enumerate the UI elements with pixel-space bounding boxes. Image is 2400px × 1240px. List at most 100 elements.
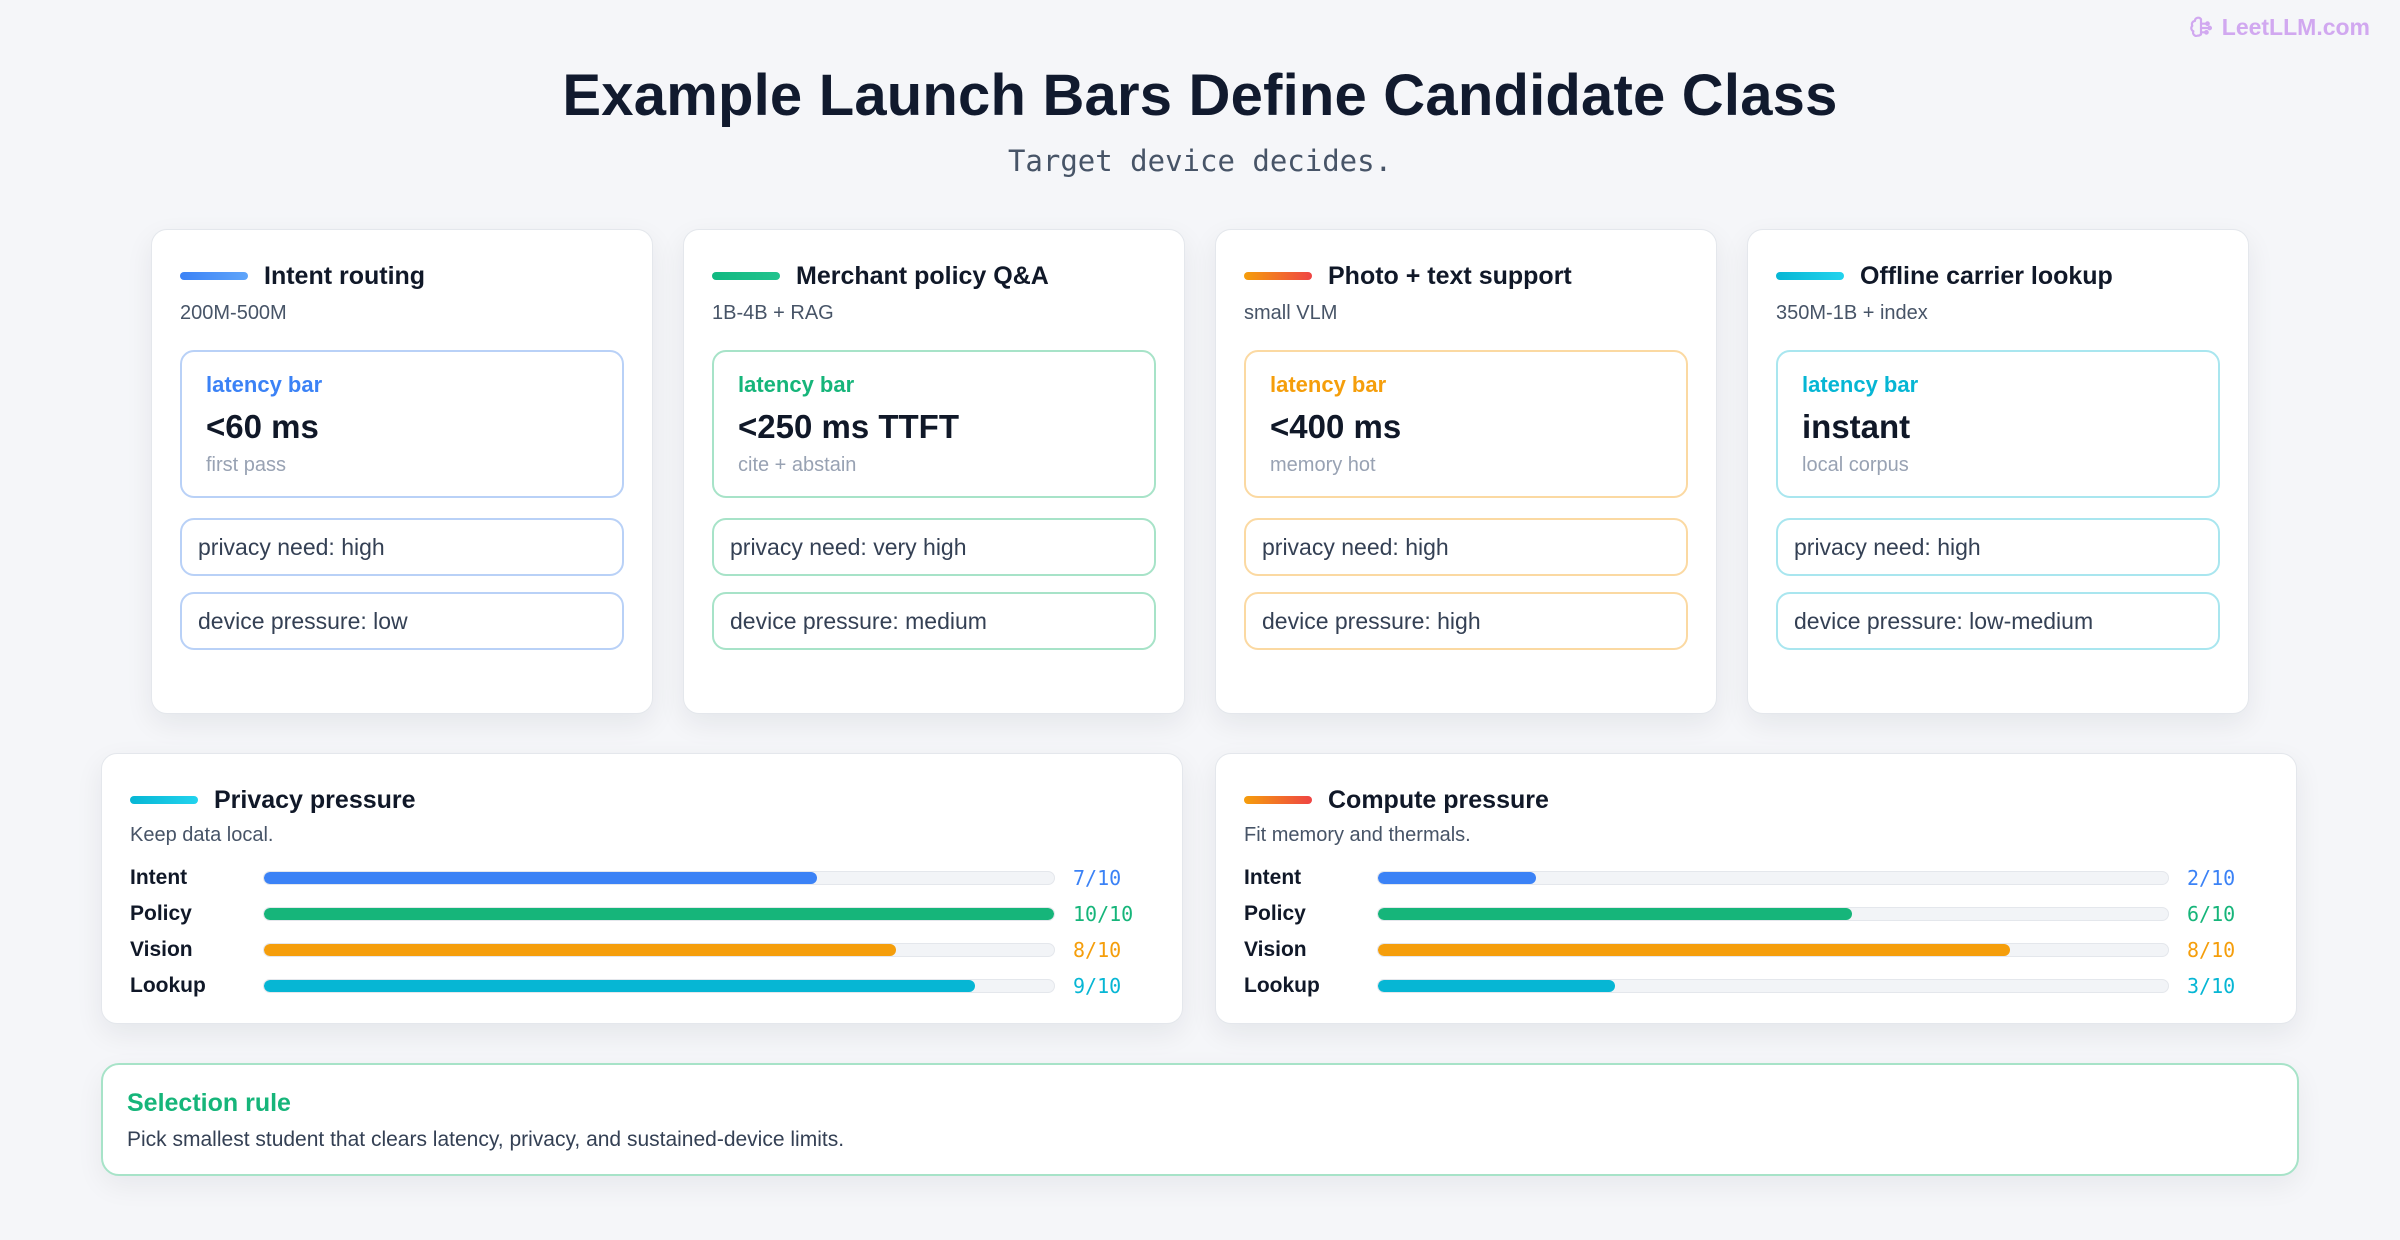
- latency-label: latency bar: [738, 372, 855, 397]
- accent-bar: [180, 272, 248, 280]
- bar-list: Intent 7/10 Policy 10/10 Vision 8/10 Loo…: [130, 860, 1154, 1004]
- device-pressure-pill: device pressure: low: [180, 592, 624, 650]
- bar-track: [1377, 907, 2169, 921]
- panel-header: Compute pressure: [1244, 784, 2268, 816]
- panel-title: Compute pressure: [1328, 785, 1549, 814]
- card-header: Merchant policy Q&A: [712, 260, 1156, 292]
- bar-value: 6/10: [2187, 902, 2236, 926]
- card-title: Intent routing: [264, 261, 426, 290]
- bar-row-policy: Policy 10/10: [130, 896, 1154, 932]
- card-title: Merchant policy Q&A: [796, 261, 1049, 290]
- bar-label: Vision: [130, 938, 193, 961]
- bar-fill: [264, 980, 975, 992]
- bar-value: 7/10: [1073, 866, 1122, 890]
- bar-value: 9/10: [1073, 974, 1122, 998]
- latency-note: memory hot: [1270, 454, 1376, 476]
- model-size: 200M-500M: [180, 302, 287, 324]
- brain-icon: [2190, 16, 2212, 37]
- latency-note: first pass: [206, 454, 287, 476]
- compute-pressure-panel: Compute pressure Fit memory and thermals…: [1215, 753, 2297, 1024]
- bar-value: 3/10: [2187, 974, 2236, 998]
- latency-value: <250 ms TTFT: [738, 408, 959, 445]
- privacy-need-pill: privacy need: high: [1776, 518, 2220, 576]
- bar-row-intent: Intent 7/10: [130, 860, 1154, 896]
- bar-row-policy: Policy 6/10: [1244, 896, 2268, 932]
- latency-label: latency bar: [1802, 372, 1919, 397]
- privacy-pressure-panel: Privacy pressure Keep data local. Intent…: [101, 753, 1183, 1024]
- card-header: Intent routing: [180, 260, 624, 292]
- latency-value: <400 ms: [1270, 408, 1402, 445]
- bar-fill: [264, 908, 1054, 920]
- model-size: 1B-4B + RAG: [712, 302, 834, 324]
- panel-title: Privacy pressure: [214, 785, 416, 814]
- bar-label: Vision: [1244, 938, 1307, 961]
- bar-label: Lookup: [1244, 974, 1320, 997]
- latency-label: latency bar: [1270, 372, 1387, 397]
- latency-box: latency bar <400 ms memory hot: [1244, 350, 1688, 498]
- bar-track: [1377, 979, 2169, 993]
- device-pressure-pill: device pressure: low-medium: [1776, 592, 2220, 650]
- bar-track: [263, 907, 1055, 921]
- bar-track: [1377, 871, 2169, 885]
- model-size: small VLM: [1244, 302, 1338, 324]
- bar-label: Policy: [1244, 902, 1306, 925]
- card-header: Photo + text support: [1244, 260, 1688, 292]
- scenario-card-merchant-policy: Merchant policy Q&A 1B-4B + RAG latency …: [683, 229, 1185, 714]
- latency-box: latency bar instant local corpus: [1776, 350, 2220, 498]
- bar-value: 8/10: [1073, 938, 1122, 962]
- accent-bar: [1776, 272, 1844, 280]
- bar-row-intent: Intent 2/10: [1244, 860, 2268, 896]
- scenario-card-photo-text-support: Photo + text support small VLM latency b…: [1215, 229, 1717, 714]
- bar-track: [263, 979, 1055, 993]
- card-title: Photo + text support: [1328, 261, 1572, 290]
- bar-fill: [1378, 944, 2010, 956]
- latency-note: local corpus: [1802, 454, 1909, 476]
- page-subtitle: Target device decides.: [1007, 144, 1393, 178]
- bar-row-vision: Vision 8/10: [1244, 932, 2268, 968]
- latency-box: latency bar <60 ms first pass: [180, 350, 624, 498]
- selection-rule-box: Selection rule Pick smallest student tha…: [101, 1063, 2299, 1176]
- panel-subtitle: Fit memory and thermals.: [1244, 824, 1471, 846]
- brand-logo: LeetLLM.com: [2188, 14, 2370, 41]
- bar-row-lookup: Lookup 3/10: [1244, 968, 2268, 1004]
- accent-bar: [130, 796, 198, 804]
- bar-value: 8/10: [2187, 938, 2236, 962]
- accent-bar: [1244, 272, 1312, 280]
- bar-value: 2/10: [2187, 866, 2236, 890]
- bar-row-vision: Vision 8/10: [130, 932, 1154, 968]
- bar-fill: [264, 944, 896, 956]
- brand-name: LeetLLM.com: [2221, 14, 2370, 40]
- panel-header: Privacy pressure: [130, 784, 1154, 816]
- bar-label: Lookup: [130, 974, 206, 997]
- bar-label: Intent: [130, 866, 188, 889]
- privacy-need-pill: privacy need: high: [180, 518, 624, 576]
- bar-row-lookup: Lookup 9/10: [130, 968, 1154, 1004]
- privacy-need-pill: privacy need: high: [1244, 518, 1688, 576]
- scenario-card-intent-routing: Intent routing 200M-500M latency bar <60…: [151, 229, 653, 714]
- accent-bar: [712, 272, 780, 280]
- bar-fill: [1378, 980, 1615, 992]
- device-pressure-pill: device pressure: medium: [712, 592, 1156, 650]
- bar-fill: [1378, 872, 1536, 884]
- page-title: Example Launch Bars Define Candidate Cla…: [562, 63, 1838, 128]
- card-header: Offline carrier lookup: [1776, 260, 2220, 292]
- bar-track: [1377, 943, 2169, 957]
- panel-subtitle: Keep data local.: [130, 824, 274, 846]
- rule-text: Pick smallest student that clears latenc…: [127, 1128, 845, 1151]
- rule-title: Selection rule: [127, 1089, 291, 1117]
- bar-track: [263, 871, 1055, 885]
- model-size: 350M-1B + index: [1776, 302, 1928, 324]
- bar-fill: [1378, 908, 1852, 920]
- scenario-card-offline-carrier-lookup: Offline carrier lookup 350M-1B + index l…: [1747, 229, 2249, 714]
- latency-box: latency bar <250 ms TTFT cite + abstain: [712, 350, 1156, 498]
- bar-track: [263, 943, 1055, 957]
- bar-value: 10/10: [1073, 902, 1134, 926]
- latency-label: latency bar: [206, 372, 323, 397]
- privacy-need-pill: privacy need: very high: [712, 518, 1156, 576]
- card-title: Offline carrier lookup: [1860, 261, 2113, 290]
- latency-value: instant: [1802, 408, 1911, 445]
- bar-fill: [264, 872, 817, 884]
- accent-bar: [1244, 796, 1312, 804]
- device-pressure-pill: device pressure: high: [1244, 592, 1688, 650]
- latency-value: <60 ms: [206, 408, 319, 445]
